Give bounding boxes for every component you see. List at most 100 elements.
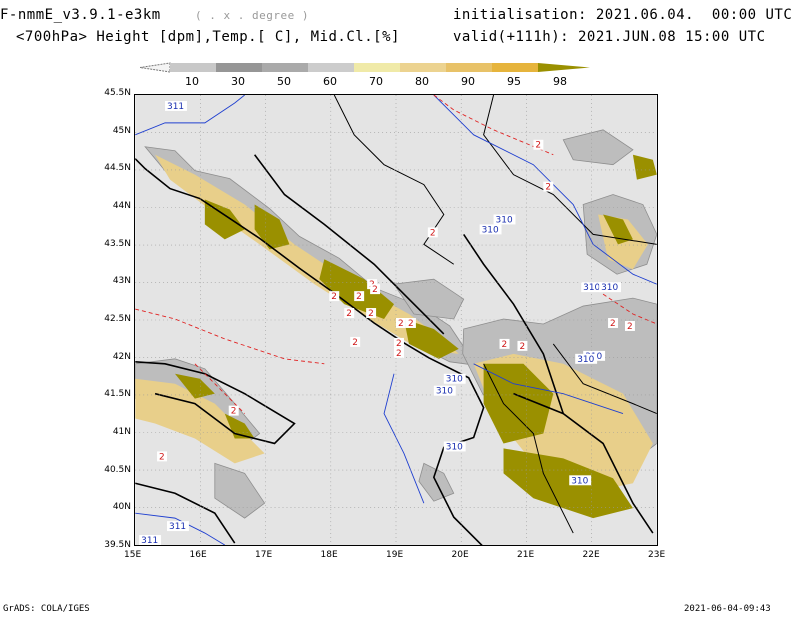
temp-contour-label-bg — [344, 308, 355, 319]
temp-contour-label-bg — [517, 340, 528, 351]
temp-contour-label: 2 — [610, 319, 616, 329]
colorbar-label: 60 — [323, 75, 337, 88]
colorbar-label: 30 — [231, 75, 245, 88]
temp-contour-label-bg — [367, 279, 378, 290]
colorbar-high-end — [538, 63, 590, 72]
temp-contour-label-bg — [405, 318, 416, 328]
height-contour-label: 310 — [577, 355, 594, 365]
lon-tick-label: 21E — [517, 550, 535, 560]
temp-contour-label: 2 — [408, 319, 414, 329]
lon-tick-label: 20E — [451, 550, 469, 560]
lat-tick-label: 44N — [112, 201, 131, 211]
height-contour-label: 310 — [496, 215, 513, 225]
height-contour-label-bg — [493, 214, 516, 225]
height-contour-label: 311 — [167, 102, 184, 112]
lat-tick-label: 41.5N — [104, 389, 131, 400]
height-contour-label: 310 — [446, 442, 463, 452]
temp-contour-label-bg — [394, 347, 404, 358]
colorbar-label: 80 — [415, 75, 429, 88]
colorbar-box — [262, 63, 308, 72]
colorbar-box — [308, 63, 354, 72]
temp-contour-label-bg — [350, 336, 361, 347]
colorbar-label: 50 — [277, 75, 291, 88]
temp-contour-label: 2 — [368, 309, 374, 319]
initialisation-time: initialisation: 2021.06.04. 00:00 UTC — [453, 7, 793, 23]
colorbar-box — [216, 63, 262, 72]
temp-contour-label-bg — [394, 337, 404, 348]
height-contour-label-bg — [443, 373, 466, 384]
temp-contour-label: 2 — [396, 339, 402, 349]
colorbar-box — [492, 63, 538, 72]
height-contour-label-bg — [167, 521, 189, 532]
temp-contour-label: 2 — [535, 141, 541, 151]
lat-tick-label: 42N — [112, 351, 131, 362]
height-contour-label-bg — [443, 441, 466, 452]
lon-tick-label: 23E — [648, 550, 666, 560]
height-contour-label: 310 — [583, 283, 600, 293]
temp-contour-label: 2 — [398, 319, 404, 329]
lon-tick-label: 16E — [189, 550, 207, 560]
temp-contour-label-bg — [624, 320, 635, 331]
lon-tick-label: 18E — [320, 550, 338, 560]
lat-tick-label: 40.5N — [104, 464, 131, 475]
temp-contour-label-bg — [533, 139, 544, 150]
temp-contour-label-bg — [427, 227, 438, 238]
lat-tick-label: 43.5N — [104, 238, 131, 249]
height-contour-label: 311 — [169, 522, 186, 532]
colorbar-box — [354, 63, 400, 72]
colorbar-box — [170, 63, 216, 72]
lat-tick-label: 41N — [112, 427, 131, 438]
lon-tick-label: 19E — [386, 550, 404, 560]
grid-unit-label: ( . x . degree ) — [195, 9, 309, 22]
lat-tick-label: 45N — [112, 125, 131, 136]
temp-contour-label: 2 — [231, 407, 237, 417]
footer-timestamp: 2021-06-04-09:43 — [684, 604, 771, 614]
temp-contour-label-bg — [329, 291, 340, 302]
colorbar-label: 90 — [461, 75, 475, 88]
colorbar-label: 98 — [553, 75, 567, 88]
height-contour-label-bg — [569, 475, 592, 486]
temp-contour-label-bg — [157, 451, 168, 462]
temp-contour-label: 2 — [545, 183, 551, 193]
temp-contour-label-bg — [370, 284, 381, 295]
colorbar-label: 70 — [369, 75, 383, 88]
temp-contour-label: 2 — [502, 340, 508, 350]
lat-tick-label: 43N — [112, 276, 131, 287]
footer-credit: GrADS: COLA/IGES — [3, 604, 90, 614]
temp-contour-label-bg — [366, 308, 377, 319]
lat-tick-label: 44.5N — [104, 163, 131, 174]
temp-contour-label: 2 — [352, 338, 358, 348]
height-contour-label-bg — [139, 535, 162, 545]
temp-contour-label: 2 — [346, 309, 352, 319]
temp-contour-label-bg — [354, 291, 365, 302]
height-contour-label: 310 — [601, 283, 618, 293]
colorbar-box — [446, 63, 492, 72]
height-contour-label-bg — [599, 282, 621, 293]
lon-tick-label: 17E — [255, 550, 273, 560]
lat-tick-label: 42.5N — [104, 314, 131, 325]
temp-contour-label: 2 — [396, 349, 402, 359]
height-contour-label-bg — [575, 353, 598, 364]
height-contour-label-bg — [165, 100, 187, 111]
colorbar-box — [400, 63, 446, 72]
temp-contour-label-bg — [608, 318, 619, 328]
height-contour-label-bg — [479, 224, 502, 235]
temp-contour-label-bg — [543, 181, 554, 192]
lat-tick-label: 45.5N — [104, 88, 131, 98]
temp-contour-label: 2 — [331, 292, 337, 302]
temp-contour-label-bg — [228, 405, 239, 416]
lat-tick-label: 40N — [112, 502, 131, 513]
field-description: <700hPa> Height [dpm],Temp.[ C], Mid.Cl.… — [16, 29, 400, 45]
height-contour-label: 310 — [446, 375, 463, 385]
temp-contour-label: 2 — [519, 342, 525, 352]
temperature-contours — [135, 95, 657, 414]
temp-contour-label-bg — [396, 318, 406, 328]
height-contours — [135, 95, 657, 545]
temp-contour-label-bg — [499, 338, 510, 349]
height-contour-label-bg — [581, 282, 604, 293]
gridlines — [135, 95, 657, 545]
colorbar-label: 95 — [507, 75, 521, 88]
temp-contour-label: 2 — [430, 228, 436, 238]
temp-contour-label: 2 — [372, 285, 378, 295]
weather-map: 3113113103103103103103103103103103103112… — [134, 94, 658, 546]
